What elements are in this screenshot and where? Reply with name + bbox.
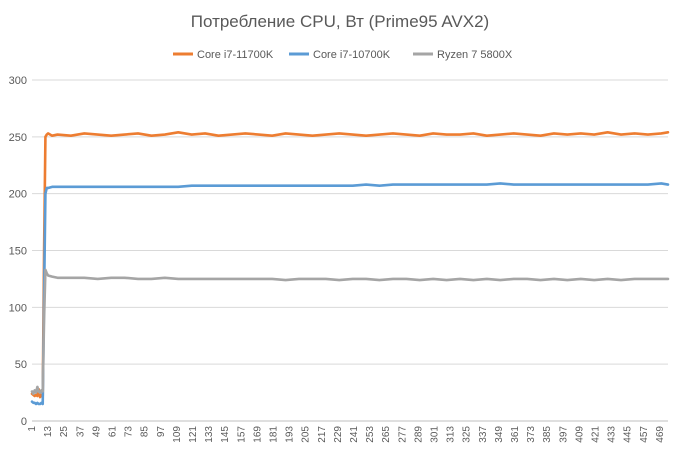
x-tick-label: 229 (333, 426, 344, 443)
x-tick-label: 145 (220, 426, 231, 443)
x-tick-label: 421 (591, 426, 602, 443)
x-tick-label: 1 (27, 426, 38, 432)
legend: Core i7-11700K Core i7-10700K Ryzen 7 5800… (173, 49, 513, 61)
y-tick-label: 50 (15, 359, 27, 371)
x-tick-label: 97 (156, 426, 167, 438)
x-tick-label: 433 (607, 426, 618, 443)
x-tick-label: 169 (252, 426, 263, 443)
x-tick-label: 457 (639, 426, 650, 443)
y-tick-label: 0 (21, 416, 27, 428)
x-tick-label: 253 (365, 426, 376, 443)
legend-label-1: Core i7-10700K (313, 49, 391, 61)
x-tick-label: 349 (494, 426, 505, 443)
x-tick-label: 109 (172, 426, 183, 443)
x-tick-label: 157 (236, 426, 247, 443)
x-tick-label: 133 (204, 426, 215, 443)
x-tick-label: 49 (91, 426, 102, 438)
x-tick-label: 85 (140, 426, 151, 438)
x-tick-label: 181 (269, 426, 280, 443)
series-lines (30, 130, 670, 406)
series-line-2 (30, 268, 670, 396)
x-tick-label: 385 (542, 426, 553, 443)
x-tick-label: 373 (526, 426, 537, 443)
gridlines (32, 79, 668, 422)
x-tick-label: 289 (413, 426, 424, 443)
x-tick-label: 397 (558, 426, 569, 443)
x-tick-label: 73 (124, 426, 135, 438)
x-tick-label: 445 (623, 426, 634, 443)
chart-title: Потребление CPU, Вт (Prime95 AVX2) (191, 12, 489, 31)
x-tick-label: 409 (574, 426, 585, 443)
x-tick-label: 37 (75, 426, 86, 438)
x-tick-label: 265 (381, 426, 392, 443)
x-tick-label: 217 (317, 426, 328, 443)
x-axis-ticks: 1 13 25 37 49 61 73 85 97 109 121 133 145 157 169 181 19… (27, 426, 666, 443)
x-tick-label: 61 (108, 426, 119, 438)
legend-label-0: Core i7-11700K (197, 49, 274, 61)
x-tick-label: 205 (301, 426, 312, 443)
x-tick-label: 13 (43, 426, 54, 438)
x-tick-label: 361 (510, 426, 521, 443)
x-tick-label: 325 (462, 426, 473, 443)
x-tick-label: 241 (349, 426, 360, 443)
y-tick-label: 150 (9, 246, 27, 258)
x-tick-label: 121 (188, 426, 199, 443)
y-tick-label: 300 (9, 75, 27, 87)
series-line-0 (30, 130, 670, 399)
y-tick-label: 200 (9, 189, 27, 201)
y-tick-label: 100 (9, 302, 27, 314)
x-tick-label: 193 (285, 426, 296, 443)
x-tick-label: 313 (446, 426, 457, 443)
x-tick-label: 337 (478, 426, 489, 443)
x-tick-label: 277 (397, 426, 408, 443)
legend-label-2: Ryzen 7 5800X (437, 49, 513, 61)
y-axis-ticks: 0 50 100 150 200 250 300 (9, 75, 27, 428)
series-line-1 (30, 182, 670, 406)
y-tick-label: 250 (9, 132, 27, 144)
x-tick-label: 25 (59, 426, 70, 438)
x-tick-label: 301 (430, 426, 441, 443)
x-tick-label: 469 (655, 426, 666, 443)
